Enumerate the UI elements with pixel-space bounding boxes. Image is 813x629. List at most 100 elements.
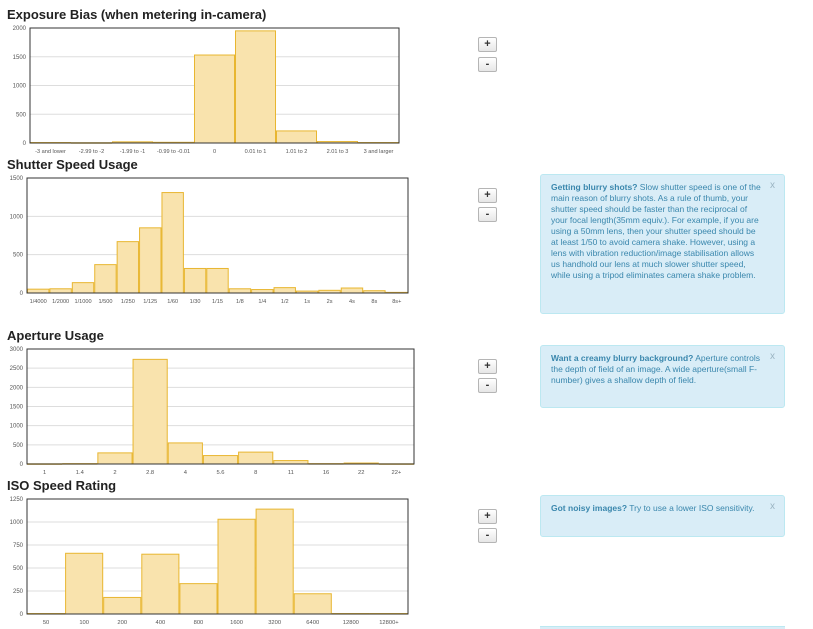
- exposure-x-tick-label: 1.01 to 2: [286, 149, 308, 155]
- exposure-y-tick-label: 1500: [13, 55, 27, 61]
- exposure-zoom-in-button[interactable]: +: [478, 37, 497, 52]
- shutter-x-tick-label: 1/4: [258, 299, 266, 305]
- shutter-tip-body: Slow shutter speed is one of the main re…: [551, 182, 761, 280]
- shutter-chart-title: Shutter Speed Usage: [7, 157, 138, 172]
- shutter-bar: [273, 287, 296, 294]
- iso-x-tick-label: 1600: [230, 620, 243, 626]
- aperture-bar: [167, 442, 203, 465]
- iso-y-tick-label: 1000: [10, 520, 24, 526]
- exposure-x-tick-label: 2.01 to 3: [327, 149, 349, 155]
- aperture-y-tick-label: 500: [13, 443, 24, 449]
- shutter-bar: [251, 289, 274, 294]
- iso-y-tick-label: 250: [13, 589, 24, 595]
- iso-bar: [179, 583, 218, 615]
- exposure-x-tick-label: -0.99 to -0.01: [157, 149, 190, 155]
- iso-tip-box: x Got noisy images? Try to use a lower I…: [540, 495, 785, 537]
- exposure-y-tick-label: 2000: [13, 26, 27, 32]
- aperture-y-tick-label: 3000: [10, 347, 24, 353]
- shutter-bar: [228, 288, 252, 294]
- aperture-x-tick-label: 2: [113, 470, 116, 476]
- iso-bar: [103, 596, 142, 615]
- exposure-x-tick-label: 0.01 to 1: [245, 149, 267, 155]
- exposure-bar: [235, 30, 276, 144]
- aperture-chart: 0 500 1000 1500 2000 2500 3000 1 1.4 2 2.8 4 5.6 8 11 1…: [10, 347, 415, 476]
- shutter-plot-frame: [26, 177, 409, 294]
- shutter-y-tick-label: 1000: [10, 214, 24, 220]
- shutter-x-tick-label: 1/2: [281, 299, 289, 305]
- aperture-x-tick-label: 1.4: [76, 470, 85, 476]
- iso-x-tick-label: 800: [194, 620, 204, 626]
- iso-x-tick-label: 200: [117, 620, 127, 626]
- shutter-x-tick-label: 1/15: [212, 299, 223, 305]
- shutter-bar: [116, 241, 140, 294]
- aperture-x-tick-label: 1: [43, 470, 46, 476]
- shutter-x-tick-label: 1/4000: [30, 299, 47, 305]
- iso-x-tick-label: 3200: [268, 620, 281, 626]
- iso-zoom-out-button[interactable]: -: [478, 528, 497, 543]
- exposure-y-tick-label: 0: [23, 141, 27, 147]
- aperture-tip-heading: Want a creamy blurry background?: [551, 353, 694, 363]
- exposure-bar: [194, 54, 235, 144]
- exposure-y-tick-label: 500: [16, 112, 27, 118]
- shutter-x-tick-label: 1/1000: [74, 299, 91, 305]
- aperture-bar: [97, 452, 133, 465]
- iso-chart-title: ISO Speed Rating: [7, 478, 117, 493]
- aperture-y-tick-label: 1000: [10, 424, 24, 430]
- iso-zoom-in-button[interactable]: +: [478, 509, 497, 524]
- iso-bar: [293, 593, 332, 615]
- aperture-x-tick-label: 22: [358, 470, 364, 476]
- aperture-x-tick-label: 11: [288, 470, 294, 476]
- iso-bar: [217, 518, 256, 615]
- exposure-bar: [276, 130, 317, 144]
- shutter-x-tick-label: 8s: [371, 299, 377, 305]
- aperture-zoom-in-button[interactable]: +: [478, 359, 497, 374]
- shutter-bar: [49, 288, 72, 294]
- iso-x-tick-label: 50: [43, 620, 49, 626]
- iso-x-tick-label: 400: [156, 620, 166, 626]
- aperture-y-tick-label: 2000: [10, 385, 24, 391]
- aperture-bar: [238, 451, 274, 465]
- shutter-y-tick-label: 1500: [10, 176, 24, 182]
- shutter-x-tick-label: 1/8: [236, 299, 244, 305]
- shutter-tip-close-icon[interactable]: x: [770, 180, 775, 191]
- shutter-bar: [27, 288, 50, 294]
- aperture-zoom-out-button[interactable]: -: [478, 378, 497, 393]
- shutter-x-tick-label: 1/2000: [52, 299, 69, 305]
- shutter-bar: [161, 192, 184, 294]
- shutter-x-tick-label: 4s: [349, 299, 355, 305]
- exposure-x-tick-label: 0: [213, 149, 216, 155]
- exposure-y-tick-label: 1000: [13, 84, 27, 90]
- aperture-plot-frame: [26, 348, 415, 465]
- shutter-x-tick-label: 1/30: [190, 299, 201, 305]
- shutter-x-tick-label: 8s+: [392, 299, 401, 305]
- aperture-x-tick-label: 16: [323, 470, 329, 476]
- iso-x-tick-label: 12800+: [379, 620, 399, 626]
- exposure-zoom-out-button[interactable]: -: [478, 57, 497, 72]
- shutter-bar: [183, 267, 207, 294]
- iso-tip-close-icon[interactable]: x: [770, 501, 775, 512]
- exposure-x-tick-label: -1.99 to -1: [120, 149, 146, 155]
- iso-plot-frame: [26, 498, 409, 615]
- next-tip-box: [540, 626, 785, 629]
- iso-y-tick-label: 750: [13, 543, 24, 549]
- shutter-zoom-in-button[interactable]: +: [478, 188, 497, 203]
- iso-bar: [141, 553, 180, 615]
- shutter-x-tick-label: 1/250: [121, 299, 135, 305]
- shutter-x-tick-label: 2s: [327, 299, 333, 305]
- iso-y-tick-label: 1250: [10, 497, 24, 503]
- aperture-bar: [202, 455, 239, 465]
- iso-chart: 0 250 500 750 1000 1250 50 100 200 400 800 1600 3200…: [10, 497, 409, 626]
- shutter-y-tick-label: 500: [13, 253, 24, 259]
- shutter-zoom-out-button[interactable]: -: [478, 207, 497, 222]
- iso-x-tick-label: 12800: [343, 620, 359, 626]
- iso-y-tick-label: 0: [20, 612, 24, 618]
- aperture-x-tick-label: 22+: [391, 470, 401, 476]
- shutter-speed-chart: 0 500 1000 1500 1/4000 1/2000 1/1000 1/500 1/250…: [10, 176, 409, 305]
- aperture-tip-close-icon[interactable]: x: [770, 351, 775, 362]
- iso-tip-body: Try to use a lower ISO sensitivity.: [627, 503, 755, 513]
- aperture-chart-title: Aperture Usage: [7, 328, 104, 343]
- shutter-x-tick-label: 1/60: [167, 299, 178, 305]
- iso-x-tick-label: 6400: [306, 620, 319, 626]
- shutter-x-tick-label: 1/500: [98, 299, 112, 305]
